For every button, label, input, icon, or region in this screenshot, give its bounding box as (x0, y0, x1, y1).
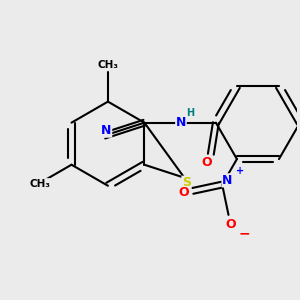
Text: N: N (222, 174, 232, 187)
Text: N: N (176, 116, 186, 129)
Text: −: − (239, 227, 250, 241)
Text: O: O (201, 156, 212, 169)
Text: CH₃: CH₃ (98, 60, 118, 70)
Text: +: + (236, 166, 244, 176)
Text: O: O (178, 187, 189, 200)
Text: S: S (182, 176, 191, 189)
Text: O: O (225, 218, 236, 231)
Text: H: H (187, 108, 195, 118)
Text: CH₃: CH₃ (29, 179, 50, 189)
Text: N: N (101, 124, 112, 137)
